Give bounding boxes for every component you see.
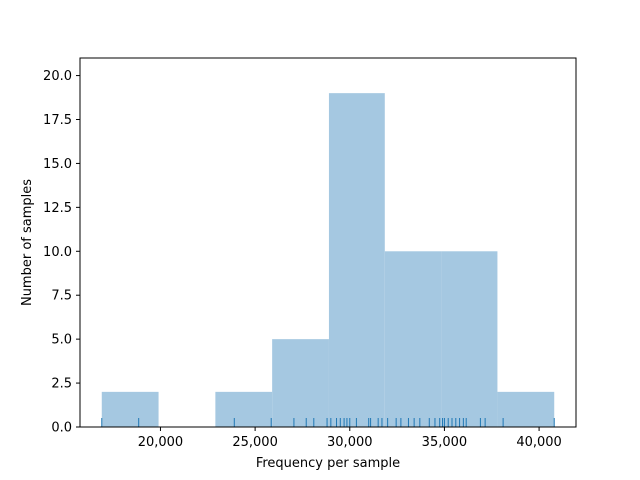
- x-tick-label: 35,000: [422, 435, 468, 450]
- y-tick-label: 5.0: [51, 333, 72, 348]
- rug-marks: [101, 418, 555, 427]
- y-tick-label: 7.5: [51, 289, 72, 304]
- histogram-bar: [215, 391, 273, 427]
- x-axis: 20,000 25,000 30,000 35,000 40,000: [138, 427, 562, 450]
- histogram-bar: [384, 251, 442, 427]
- histogram-bar: [441, 251, 498, 427]
- x-tick-label: 40,000: [516, 435, 562, 450]
- y-axis-label: Number of samples: [20, 179, 35, 306]
- y-axis: 0.0 2.5 5.0 7.5 10.0 12.5 15.0 17.5 20.0: [43, 69, 80, 436]
- x-tick-label: 25,000: [232, 435, 278, 450]
- x-tick-label: 30,000: [327, 435, 373, 450]
- x-tick-label: 20,000: [138, 435, 184, 450]
- y-tick-label: 10.0: [43, 245, 72, 260]
- x-axis-label: Frequency per sample: [256, 456, 400, 471]
- histogram-bar: [101, 391, 159, 427]
- y-tick-label: 2.5: [51, 377, 72, 392]
- plot-frame: [79, 57, 577, 428]
- y-tick-label: 12.5: [43, 201, 72, 216]
- y-tick-label: 0.0: [51, 421, 72, 436]
- histogram-bars: [101, 93, 555, 428]
- y-tick-label: 15.0: [43, 157, 72, 172]
- histogram-bar: [328, 93, 385, 428]
- histogram-bar: [272, 339, 329, 427]
- histogram-bar: [497, 391, 555, 427]
- y-tick-label: 20.0: [43, 69, 72, 84]
- y-tick-label: 17.5: [43, 113, 72, 128]
